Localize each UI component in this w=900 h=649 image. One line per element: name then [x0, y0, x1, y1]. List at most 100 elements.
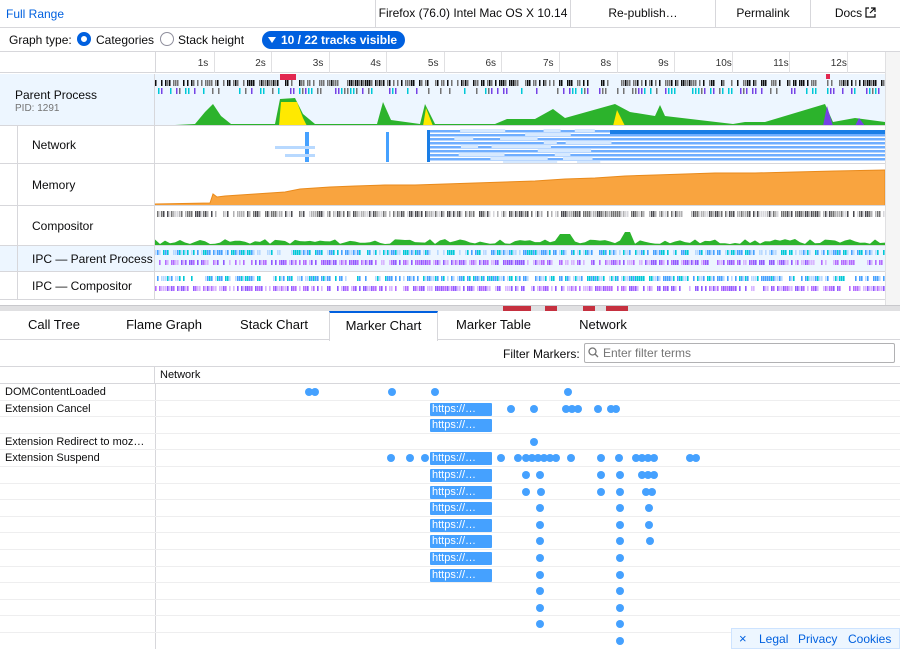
marker-bar[interactable]: https://…: [430, 535, 492, 549]
marker-dot[interactable]: [568, 404, 576, 413]
track-label[interactable]: IPC — Parent Process: [17, 246, 155, 271]
marker-row[interactable]: Extension Cancel: [0, 401, 900, 418]
track-memory[interactable]: Memory: [0, 164, 885, 206]
marker-dot[interactable]: [594, 404, 602, 413]
marker-dot[interactable]: [534, 454, 542, 463]
track-network[interactable]: Network: [0, 126, 885, 164]
marker-dot[interactable]: [537, 487, 545, 496]
marker-dot[interactable]: [650, 471, 658, 479]
track-label[interactable]: Compositor: [17, 206, 155, 245]
marker-dot[interactable]: [650, 454, 658, 463]
marker-bar[interactable]: https://…: [430, 419, 492, 433]
profile-info-button[interactable]: Firefox (76.0) Intel Mac OS X 10.14: [375, 0, 570, 27]
marker-bar[interactable]: https://…: [430, 452, 492, 466]
marker-dot[interactable]: [536, 504, 544, 513]
marker-dot[interactable]: [648, 487, 656, 496]
full-range-breadcrumb[interactable]: Full Range: [6, 7, 65, 21]
marker-dot[interactable]: [564, 388, 572, 396]
marker-dot[interactable]: [522, 471, 530, 479]
marker-dot[interactable]: [530, 404, 538, 413]
memory-graph[interactable]: [155, 164, 885, 205]
marker-row[interactable]: [0, 533, 900, 550]
track-label[interactable]: IPC — Compositor: [17, 272, 155, 299]
marker-dot[interactable]: [616, 471, 624, 479]
tab-marker-chart[interactable]: Marker Chart: [329, 311, 438, 341]
filter-markers-input[interactable]: [584, 343, 895, 363]
track-label[interactable]: Parent Process PID: 1291: [0, 74, 155, 125]
marker-dot[interactable]: [536, 471, 544, 479]
marker-bar[interactable]: https://…: [430, 502, 492, 516]
track-ipc-parent[interactable]: IPC — Parent Process: [0, 246, 885, 272]
marker-dot[interactable]: [616, 570, 624, 579]
marker-bar[interactable]: https://…: [430, 469, 492, 482]
marker-dot[interactable]: [597, 454, 605, 463]
privacy-link[interactable]: Privacy: [798, 632, 838, 646]
stack-height-radio[interactable]: [160, 32, 174, 46]
marker-row[interactable]: [0, 567, 900, 584]
marker-dot[interactable]: [536, 587, 544, 596]
marker-row[interactable]: [0, 500, 900, 517]
marker-dot[interactable]: [607, 404, 615, 413]
marker-dot[interactable]: [540, 454, 548, 463]
parent-process-graph[interactable]: [155, 74, 885, 125]
track-parent-process[interactable]: Parent Process PID: 1291: [0, 74, 885, 126]
marker-dot[interactable]: [536, 603, 544, 612]
tab-flame-graph[interactable]: Flame Graph: [126, 317, 202, 332]
cookies-link[interactable]: Cookies: [848, 632, 892, 646]
marker-dot[interactable]: [536, 520, 544, 529]
marker-dot[interactable]: [530, 437, 538, 446]
marker-dot[interactable]: [421, 454, 429, 463]
marker-dot[interactable]: [645, 504, 653, 513]
marker-row[interactable]: [0, 417, 900, 434]
marker-dot[interactable]: [645, 520, 653, 529]
marker-row[interactable]: [0, 616, 900, 633]
ipc-parent-graph[interactable]: [155, 246, 885, 271]
categories-label[interactable]: Categories: [96, 33, 155, 47]
marker-dot[interactable]: [638, 454, 646, 463]
categories-radio[interactable]: [77, 32, 91, 46]
marker-dot[interactable]: [552, 454, 560, 463]
marker-dot[interactable]: [562, 404, 570, 413]
marker-row[interactable]: Extension Suspend: [0, 450, 900, 467]
track-label[interactable]: Network: [17, 126, 155, 163]
ipc-compositor-graph[interactable]: [155, 272, 885, 299]
marker-dot[interactable]: [514, 454, 522, 463]
marker-dot[interactable]: [522, 487, 530, 496]
marker-dot[interactable]: [612, 404, 620, 413]
marker-bar[interactable]: https://…: [430, 552, 492, 565]
marker-dot[interactable]: [616, 520, 624, 529]
marker-dot[interactable]: [536, 570, 544, 579]
marker-dot[interactable]: [536, 620, 544, 629]
marker-row[interactable]: Extension Redirect to moz…: [0, 434, 900, 451]
marker-dot[interactable]: [597, 487, 605, 496]
tab-marker-table[interactable]: Marker Table: [456, 317, 531, 332]
marker-dot[interactable]: [616, 587, 624, 596]
marker-bar[interactable]: https://…: [430, 485, 492, 499]
marker-dot[interactable]: [616, 504, 624, 513]
track-label[interactable]: Memory: [17, 164, 155, 205]
marker-dot[interactable]: [507, 404, 515, 413]
marker-dot[interactable]: [546, 454, 554, 463]
marker-bar[interactable]: https://…: [430, 568, 492, 582]
close-footer-icon[interactable]: ×: [739, 631, 747, 646]
marker-dot[interactable]: [692, 454, 700, 463]
marker-dot[interactable]: [616, 620, 624, 629]
marker-dot[interactable]: [567, 454, 575, 463]
marker-dot[interactable]: [644, 454, 652, 463]
marker-dot[interactable]: [522, 454, 530, 463]
tracks-visible-button[interactable]: 10 / 22 tracks visible: [262, 31, 406, 49]
marker-row[interactable]: [0, 517, 900, 534]
marker-bar[interactable]: https://…: [430, 518, 492, 532]
track-compositor[interactable]: Compositor: [0, 206, 885, 246]
marker-row[interactable]: [0, 467, 900, 484]
marker-dot[interactable]: [431, 388, 439, 396]
marker-dot[interactable]: [632, 454, 640, 463]
republish-button[interactable]: Re-publish…: [570, 0, 715, 27]
marker-row[interactable]: [0, 600, 900, 617]
tab-call-tree[interactable]: Call Tree: [27, 317, 81, 332]
marker-dot[interactable]: [644, 471, 652, 479]
marker-dot[interactable]: [616, 603, 624, 612]
legal-link[interactable]: Legal: [759, 632, 789, 646]
marker-dot[interactable]: [305, 388, 313, 396]
panel-splitter[interactable]: [0, 305, 900, 311]
